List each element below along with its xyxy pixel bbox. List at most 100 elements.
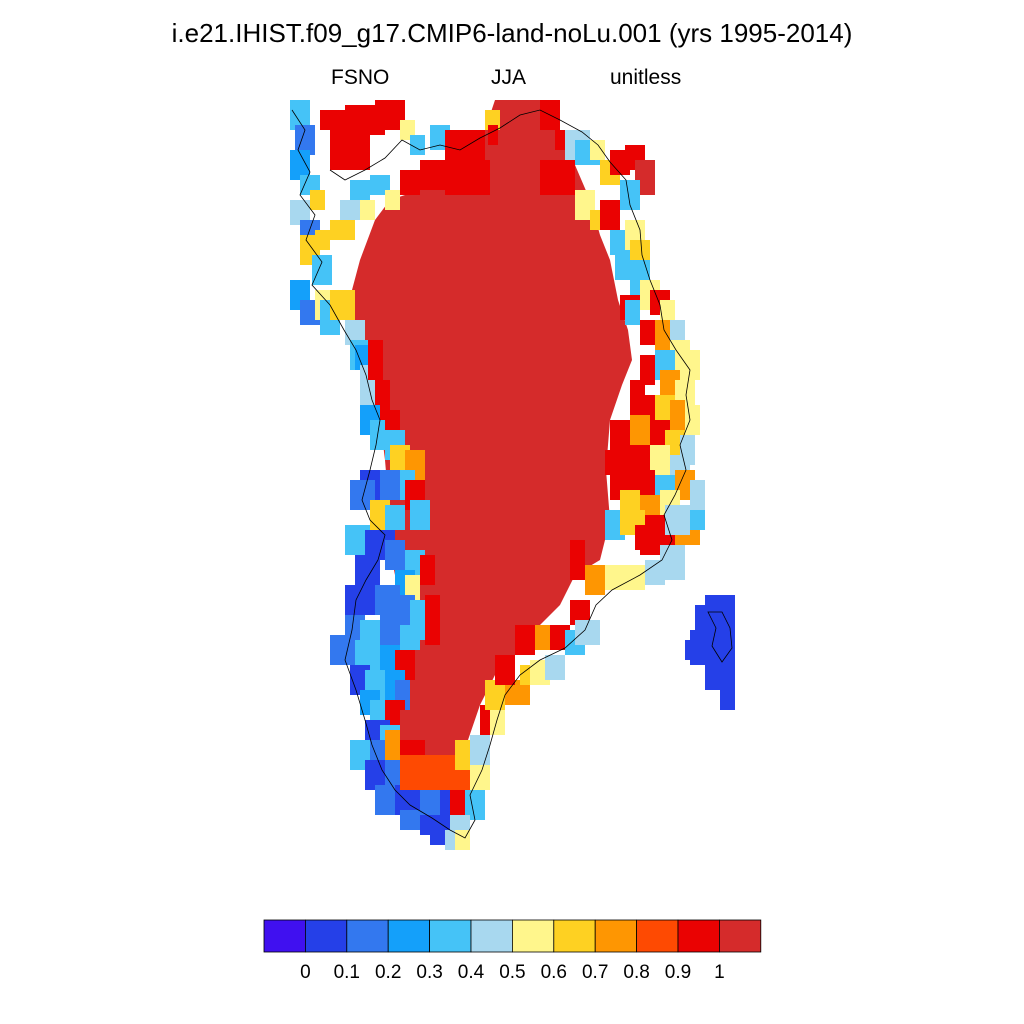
colorbar-boxes (263, 919, 762, 953)
plot-title: i.e21.IHIST.f09_g17.CMIP6-land-noLu.001 … (171, 18, 853, 48)
coastline-island (707, 611, 733, 663)
grid-cell (410, 500, 430, 530)
grid-cell (640, 355, 655, 385)
grid-cell (320, 110, 350, 130)
grid-cell (670, 400, 685, 430)
grid-cell (385, 190, 400, 210)
grid-cell (330, 290, 355, 320)
grid-cell (290, 150, 310, 180)
grid-cell (690, 480, 705, 510)
colorbar-box (429, 919, 472, 953)
grid-cell (680, 350, 700, 380)
grid-cell (355, 345, 370, 370)
coastline (291, 109, 733, 839)
grid-cell (535, 625, 550, 650)
grid-cell (515, 625, 535, 655)
grid-cell (295, 125, 315, 155)
grid-cell (368, 340, 383, 380)
colorbar-tick-label: 1 (714, 962, 725, 983)
colorbar-box (387, 919, 431, 953)
grid-cell (620, 490, 640, 515)
colorbar-box (594, 919, 638, 953)
colorbar-tick-label: 0.7 (582, 962, 608, 983)
grid-cell (625, 300, 640, 325)
grid-cell (420, 790, 440, 815)
colorbar-tick-label: 0.5 (499, 962, 525, 983)
colorbar-box (677, 919, 720, 953)
colorbar-tick-label: 0.6 (541, 962, 567, 983)
colorbar-box (553, 919, 596, 953)
colorbar-tick-label: 0.1 (334, 962, 360, 983)
grid-cell (420, 555, 435, 585)
grid-cell (635, 525, 655, 550)
grid-cell (345, 585, 375, 615)
colorbar-tick-label: 0.9 (665, 962, 691, 983)
grid-cell (445, 130, 485, 160)
grid-cell (470, 735, 490, 765)
grid-cell (570, 600, 590, 625)
grid-cell (488, 125, 498, 145)
grid-cell (380, 470, 400, 500)
grid-cell (330, 635, 355, 665)
colorbar-box (263, 919, 306, 953)
grid-cell (450, 790, 465, 820)
grid-cell (400, 710, 420, 740)
coastline-greenland (291, 109, 691, 839)
grid-cell (290, 100, 310, 130)
snow-fraction-cells (290, 100, 735, 850)
grid-cell (345, 320, 365, 345)
variable-label: FSNO (331, 66, 390, 89)
colorbar-tick-label: 0.4 (458, 962, 485, 983)
grid-cell (630, 445, 650, 475)
grid-cell (405, 575, 420, 600)
units-label: unitless (610, 66, 682, 89)
grid-cell (330, 220, 355, 240)
colorbar-box (470, 919, 513, 953)
grid-cell (290, 200, 310, 225)
colorbar-box (636, 919, 679, 953)
grid-cell (545, 655, 565, 680)
ice-sheet-interior (352, 100, 632, 765)
grid-cell (590, 140, 605, 160)
grid-cell (375, 585, 400, 615)
grid-cell (620, 180, 640, 210)
grid-cell (605, 565, 625, 590)
grid-cell (585, 565, 605, 595)
grid-cell (385, 505, 405, 530)
grid-cell (685, 640, 705, 660)
colorbar-box (719, 919, 762, 953)
grid-cell (312, 255, 332, 285)
colorbar-tick-label: 0.2 (375, 962, 401, 983)
colorbar-box (346, 919, 389, 953)
grid-cell (310, 190, 325, 210)
grid-cell (600, 200, 620, 230)
colorbar-box (512, 919, 555, 953)
grid-cell (355, 555, 380, 585)
grid-cell (540, 160, 575, 195)
grid-cell (445, 160, 490, 195)
colorbar-box (304, 919, 348, 953)
grid-cell (570, 540, 585, 580)
grid-cell (650, 445, 670, 475)
season-label: JJA (491, 66, 527, 89)
grid-cell (630, 415, 650, 445)
grid-cell (340, 200, 360, 220)
grid-cell (660, 545, 685, 580)
grid-cell (360, 200, 375, 220)
grid-cell (720, 685, 735, 710)
colorbar-tick-label: 0.8 (623, 962, 649, 983)
colorbar-labels: 0 0.1 0.2 0.3 0.4 0.5 0.6 0.7 0.8 0.9 1 (300, 962, 725, 983)
grid-cell (690, 505, 705, 530)
grid-cell (495, 655, 515, 685)
grid-cell (705, 595, 735, 625)
grid-cell (400, 810, 420, 830)
grid-cell (485, 680, 505, 710)
colorbar-tick-label: 0.3 (416, 962, 442, 983)
grid-cell (675, 380, 695, 405)
grid-cell (385, 540, 405, 570)
colorbar-tick-label: 0 (300, 962, 311, 983)
grid-cell (400, 170, 420, 195)
grid-cell (330, 130, 370, 170)
